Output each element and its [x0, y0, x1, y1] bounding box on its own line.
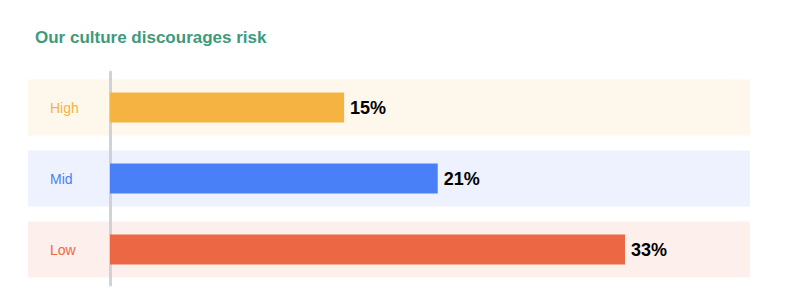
- svg-text:Low: Low: [50, 242, 77, 258]
- svg-text:Mid: Mid: [50, 171, 73, 187]
- svg-text:21%: 21%: [444, 169, 480, 189]
- svg-text:33%: 33%: [631, 240, 667, 260]
- svg-text:15%: 15%: [350, 98, 386, 118]
- svg-text:Our culture discourages risk: Our culture discourages risk: [35, 28, 267, 47]
- svg-text:High: High: [50, 100, 79, 116]
